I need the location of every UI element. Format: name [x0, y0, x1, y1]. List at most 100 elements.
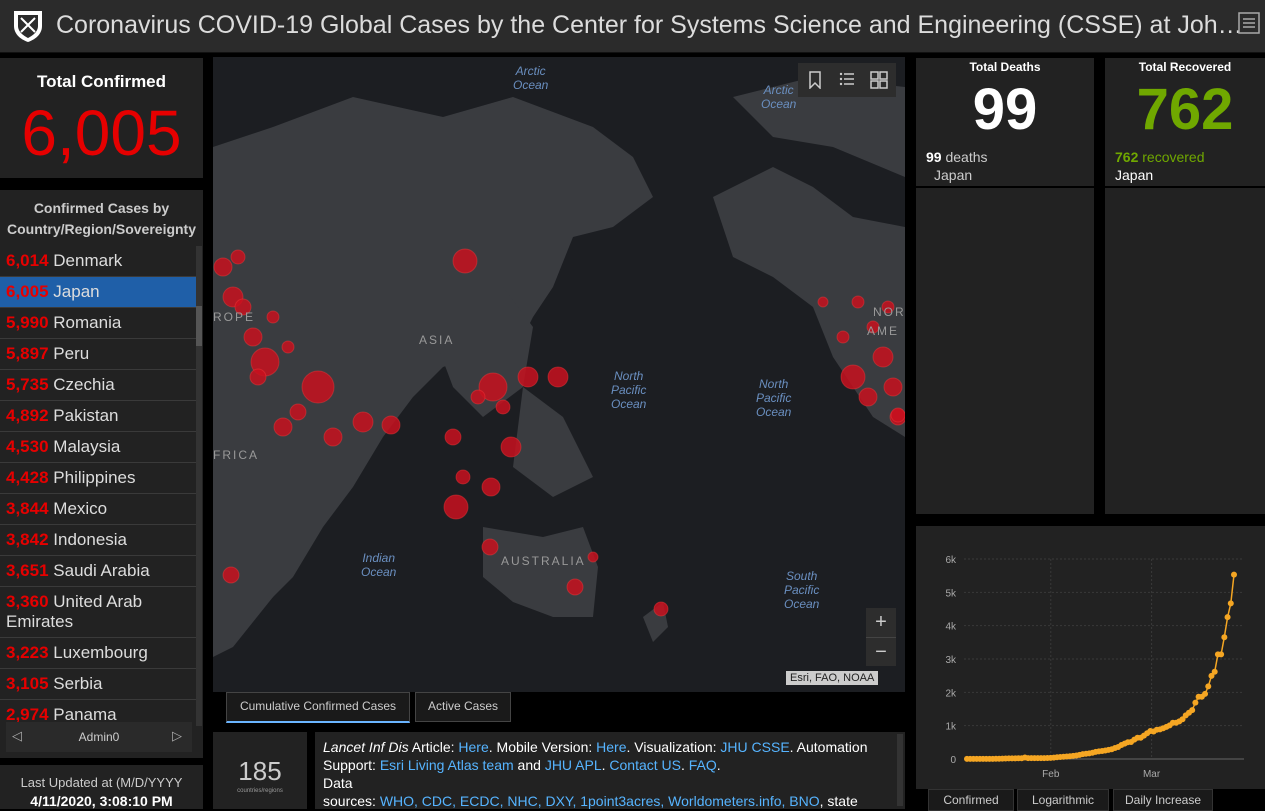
total-recovered-label: Total Recovered	[1138, 60, 1232, 74]
chart-tab-logarithmic[interactable]: Logarithmic	[1017, 789, 1109, 811]
last-updated-label: Last Updated at (M/D/YYYY	[20, 775, 183, 790]
legend-list-icon[interactable]	[839, 71, 855, 87]
jhu-apl-link[interactable]: JHU APL	[544, 757, 602, 773]
country-count: 3,844	[6, 499, 49, 518]
country-count: 4,530	[6, 437, 49, 456]
country-list-item[interactable]: 2,974 Panama	[0, 700, 196, 726]
tab-cumulative-confirmed[interactable]: Cumulative Confirmed Cases	[226, 692, 410, 723]
article-link[interactable]: Here	[458, 739, 489, 755]
chart-data-point	[1202, 690, 1209, 697]
jhu-csse-link[interactable]: JHU CSSE	[720, 739, 790, 755]
zoom-controls: + −	[866, 608, 896, 666]
tab-active-cases[interactable]: Active Cases	[415, 692, 511, 722]
chart-y-tick-label: 5k	[945, 588, 957, 599]
chart-x-tick-label: Feb	[1042, 769, 1060, 780]
map-label-indian-ocean: Indian Ocean	[361, 551, 397, 579]
menu-icon[interactable]	[1238, 12, 1260, 34]
country-count: 3,105	[6, 674, 49, 693]
country-count: 4,892	[6, 406, 49, 425]
basemap-gallery-icon[interactable]	[870, 71, 888, 89]
total-recovered-value: 762	[1136, 77, 1234, 142]
country-list[interactable]: 6,014 Denmark 6,005 Japan 5,990 Romania 5,8…	[0, 246, 196, 726]
info-text-1: Article:	[408, 739, 459, 755]
deaths-detail-text: deaths	[941, 149, 988, 165]
chart-y-tick-label: 1k	[945, 722, 957, 733]
country-list-item[interactable]: 4,428 Philippines	[0, 463, 196, 494]
country-list-title-line1: Confirmed Cases by	[33, 200, 170, 216]
chart-data-point	[1192, 699, 1199, 706]
country-list-item[interactable]: 3,651 Saudi Arabia	[0, 556, 196, 587]
country-name: Panama	[53, 705, 117, 724]
country-count: 2,974	[6, 705, 49, 724]
country-list-item[interactable]: 6,014 Denmark	[0, 246, 196, 277]
deaths-detail-place: Japan	[934, 167, 973, 183]
country-list-item[interactable]: 3,844 Mexico	[0, 494, 196, 525]
next-page-icon[interactable]: ▷	[172, 728, 182, 743]
esri-living-atlas-link[interactable]: Esri Living Atlas team	[379, 757, 514, 773]
country-count: 6,005	[6, 282, 49, 301]
info-scrollbar[interactable]	[897, 734, 903, 806]
country-list-item[interactable]: 6,005 Japan	[0, 277, 196, 308]
total-confirmed-label: Total Confirmed	[36, 72, 167, 91]
map-label-australia: AUSTRALIA	[501, 554, 586, 568]
prev-page-icon[interactable]: ◁	[12, 728, 22, 743]
country-list-item[interactable]: 4,892 Pakistan	[0, 401, 196, 432]
admin-level-label: Admin0	[78, 730, 120, 744]
map-label-north: NOR	[873, 305, 905, 319]
chart-data-point	[1211, 668, 1218, 675]
country-list-item[interactable]: 5,897 Peru	[0, 339, 196, 370]
info-text-4: . Automation Support:	[323, 739, 868, 773]
chart-y-tick-label: 6k	[945, 555, 957, 566]
app-header: Coronavirus COVID-19 Global Cases by the…	[0, 0, 1265, 53]
country-list-title-line2: Country/Region/Sovereignty	[6, 221, 197, 237]
chart-data-point	[1224, 614, 1231, 621]
info-text-8: .	[716, 757, 721, 773]
bookmark-icon[interactable]	[808, 71, 822, 89]
jhu-logo-icon	[14, 11, 42, 42]
map-toolbar	[798, 63, 896, 97]
contact-us-link[interactable]: Contact US	[609, 757, 681, 773]
info-text-11: , state	[819, 793, 858, 809]
total-deaths-label: Total Deaths	[969, 60, 1041, 74]
data-sources-link[interactable]: WHO, CDC, ECDC, NHC, DXY, 1point3acres, …	[379, 793, 820, 809]
chart-series-line	[967, 574, 1235, 760]
country-name: Mexico	[53, 499, 108, 518]
deaths-detail-count: 99	[926, 149, 942, 165]
case-bubbles	[213, 248, 905, 617]
country-list-item[interactable]: 3,842 Indonesia	[0, 525, 196, 556]
chart-x-tick-label: Mar	[1143, 769, 1161, 780]
info-text-2: . Mobile Version:	[488, 739, 597, 755]
mobile-version-link[interactable]: Here	[596, 739, 627, 755]
country-list-panel: Confirmed Cases by Country/Region/Sovere…	[0, 190, 203, 758]
map-label-arctic-ocean: Arctic Ocean	[513, 64, 549, 92]
country-list-scrollbar[interactable]	[196, 246, 202, 726]
info-text-6: .	[601, 757, 610, 773]
page-title: Coronavirus COVID-19 Global Cases by the…	[56, 11, 1243, 39]
zoom-in-button[interactable]: +	[875, 611, 887, 633]
country-list-item[interactable]: 5,735 Czechia	[0, 370, 196, 401]
country-list-item[interactable]: 5,990 Romania	[0, 308, 196, 339]
country-list-item[interactable]: 3,223 Luxembourg	[0, 638, 196, 669]
country-list-item[interactable]: 3,360 United Arab Emirates	[0, 587, 196, 638]
cases-line-chart[interactable]: 0 1k 2k 3k 4k 5k 6k Feb Mar	[916, 526, 1265, 789]
chart-data-point	[1208, 672, 1215, 679]
chart-data-point	[1205, 683, 1212, 690]
chart-y-tick-label: 2k	[945, 688, 957, 699]
country-name: Saudi Arabia	[53, 561, 150, 580]
map-label-arctic-ocean-2: Arctic Ocean	[761, 83, 797, 111]
chart-tab-confirmed[interactable]: Confirmed	[928, 789, 1014, 811]
total-recovered-panel: Total Recovered 762 762 recovered Japan	[1105, 58, 1265, 514]
chart-tab-daily-increase[interactable]: Daily Increase	[1113, 789, 1213, 811]
country-list-item[interactable]: 3,105 Serbia	[0, 669, 196, 700]
scrollbar-thumb[interactable]	[196, 306, 202, 346]
world-map[interactable]: Arctic Ocean Arctic Ocean North Pacific Ocea…	[213, 57, 905, 692]
faq-link[interactable]: FAQ	[688, 757, 717, 773]
zoom-out-button[interactable]: −	[866, 637, 896, 667]
last-updated-panel: Last Updated at (M/D/YYYY 4/11/2020, 3:0…	[0, 765, 203, 809]
info-text-5: and	[513, 757, 545, 773]
info-text-9: Data	[323, 775, 353, 791]
country-count: 4,428	[6, 468, 49, 487]
country-list-item[interactable]: 4,530 Malaysia	[0, 432, 196, 463]
country-count: 3,360	[6, 592, 49, 611]
chart-y-tick-label: 4k	[945, 622, 957, 633]
